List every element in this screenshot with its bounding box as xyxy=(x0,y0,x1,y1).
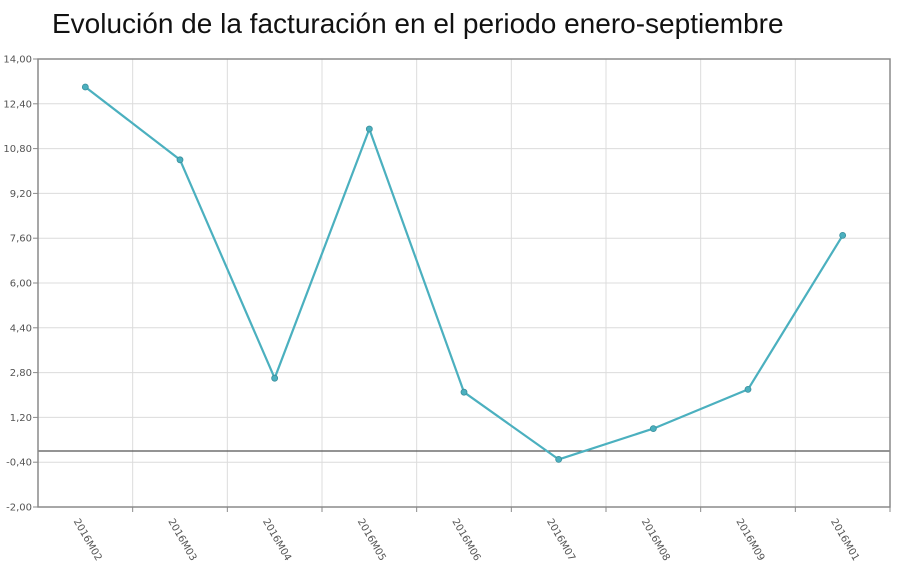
data-point xyxy=(81,83,89,91)
y-tick-label: -2,00 xyxy=(6,503,32,514)
y-tick-label: 12,40 xyxy=(3,99,32,110)
y-tick-label: 14,00 xyxy=(3,55,32,66)
data-point xyxy=(271,374,279,382)
x-tick-label: 2016M06 xyxy=(449,517,482,563)
series-line xyxy=(84,86,844,461)
data-point xyxy=(555,455,563,463)
data-point xyxy=(839,231,847,239)
y-tick-label: 10,80 xyxy=(3,144,32,155)
y-tick-label: 9,20 xyxy=(10,189,32,200)
chart-title: Evolución de la facturación en el period… xyxy=(52,8,784,39)
y-tick-label: 6,00 xyxy=(10,279,32,290)
data-point xyxy=(744,385,752,393)
y-axis: 14,00 12,40 10,80 9,20 7,60 6,00 4,40 2,80 1,20 -… xyxy=(3,55,38,514)
x-tick-label: 2016M02 xyxy=(71,517,104,563)
x-tick-label: 2016M05 xyxy=(355,517,388,563)
data-point xyxy=(460,388,468,396)
y-tick-label: 4,40 xyxy=(10,323,32,334)
series-layer xyxy=(81,83,847,463)
x-tick-label: 2016M01 xyxy=(828,517,861,563)
x-tick-label: 2016M03 xyxy=(165,517,198,563)
y-tick-label: 7,60 xyxy=(10,234,32,245)
y-tick-label: -0,40 xyxy=(6,458,32,469)
y-tick-label: 2,80 xyxy=(10,368,32,379)
data-point xyxy=(649,425,657,433)
x-tick-label: 2016M07 xyxy=(544,517,577,563)
x-tick-label: 2016M08 xyxy=(639,517,672,563)
x-tick-label: 2016M04 xyxy=(260,517,293,563)
data-point xyxy=(176,156,184,164)
x-axis: 2016M02 2016M03 2016M04 2016M05 2016M06 2016M… xyxy=(71,507,891,563)
grid-layer xyxy=(38,58,890,508)
y-tick-label: 1,20 xyxy=(10,413,32,424)
x-tick-label: 2016M09 xyxy=(733,517,766,563)
data-point xyxy=(365,125,373,133)
